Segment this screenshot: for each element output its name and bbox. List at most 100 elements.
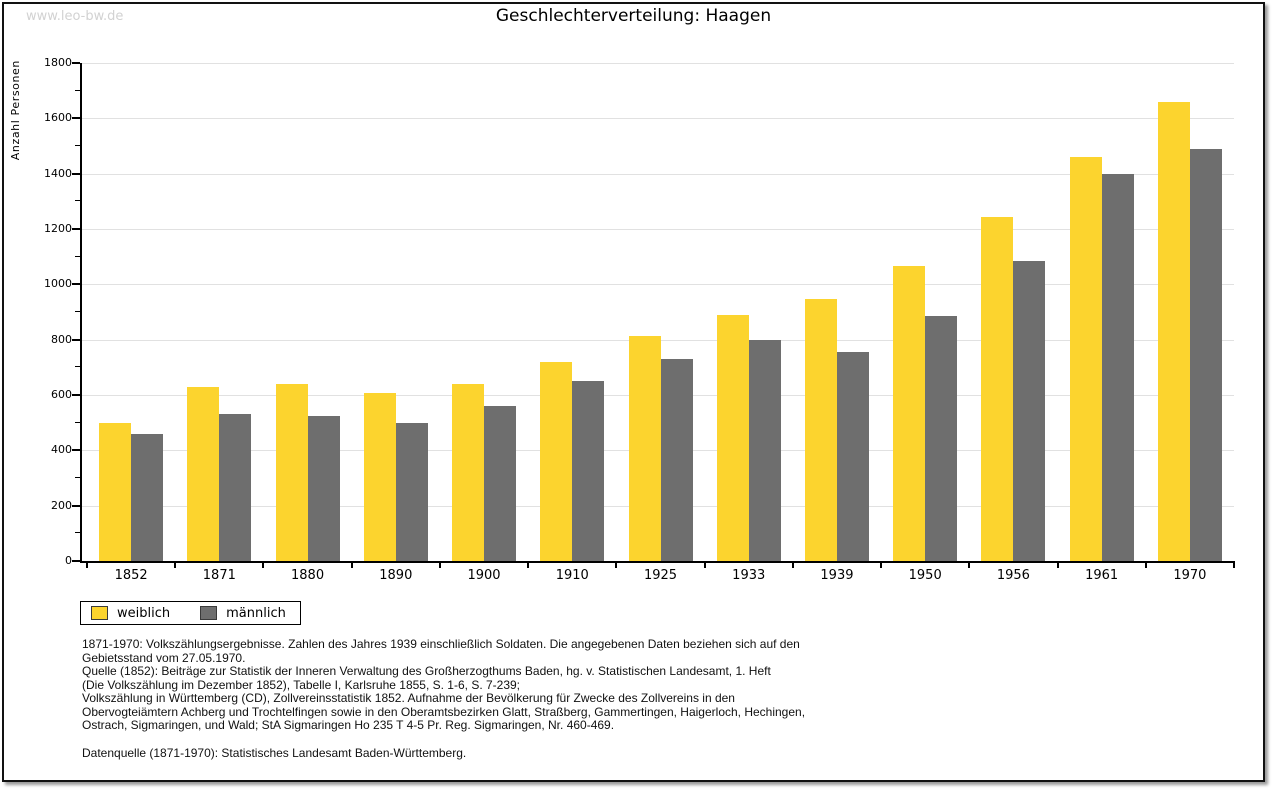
gridline-1000	[82, 284, 1234, 286]
y-tick-label-1800: 1800	[44, 56, 72, 69]
weiblich-swatch	[91, 606, 108, 620]
bar-männlich-1880	[307, 415, 340, 561]
chart-page: www.leo-bw.de Geschlechterverteilung: Ha…	[2, 2, 1265, 782]
x-tick-2	[262, 561, 265, 568]
bar-weiblich-1871	[187, 386, 220, 561]
bar-weiblich-1956	[981, 216, 1014, 561]
legend-label-weiblich: weiblich	[117, 605, 171, 621]
x-tick-5	[527, 561, 530, 568]
x-tick-0	[86, 561, 88, 568]
bar-männlich-1950	[925, 316, 958, 561]
bar-männlich-1925	[660, 359, 693, 561]
watermark: www.leo-bw.de	[26, 9, 124, 24]
y-tick-1000	[72, 283, 80, 286]
x-tick-label-1880: 1880	[291, 568, 325, 583]
x-tick-3	[350, 561, 353, 568]
x-tick-label-1933: 1933	[732, 568, 766, 583]
plot-area: 0 200 400 600 800 1000 1200 1400 1600 1800 1852 187…	[44, 56, 1235, 583]
bar-männlich-1871	[219, 414, 252, 561]
y-tick-label-1200: 1200	[44, 222, 72, 235]
y-tick-800	[72, 338, 80, 341]
footnote-line: Volkszählung in Württemberg (CD), Zollve…	[82, 691, 735, 705]
footnote-line: 1871-1970: Volkszählungsergebnisse. Zahl…	[82, 637, 800, 651]
y-minor-tick-500	[75, 421, 80, 423]
x-tick-12	[1144, 561, 1147, 568]
bar-weiblich-1970	[1157, 101, 1190, 561]
y-tick-600	[72, 394, 80, 396]
y-tick-label-200: 200	[51, 498, 72, 512]
bar-männlich-1852	[131, 433, 164, 561]
x-tick-label-1961: 1961	[1085, 568, 1119, 583]
bar-weiblich-1880	[275, 383, 308, 561]
bar-männlich-1939	[836, 352, 869, 561]
x-tick-label-1939: 1939	[820, 568, 854, 583]
x-tick-7	[703, 561, 706, 568]
bar-weiblich-1925	[628, 336, 661, 561]
gridline-1800	[82, 63, 1234, 64]
x-tick-label-1871: 1871	[202, 568, 236, 583]
bar-männlich-1961	[1101, 173, 1134, 561]
y-tick-label-1000: 1000	[44, 277, 72, 291]
bar-männlich-1933	[748, 339, 781, 561]
y-minor-tick-1500	[75, 145, 80, 146]
y-tick-1600	[72, 117, 80, 120]
datasource-line: Datenquelle (1871-1970): Statistisches L…	[82, 745, 467, 760]
bar-männlich-1970	[1189, 148, 1222, 561]
legend-item-weiblich: weiblich	[91, 606, 170, 620]
x-tick-1	[174, 561, 177, 568]
legend-item-maennlich: männlich	[200, 606, 286, 620]
y-tick-200	[72, 504, 80, 507]
y-tick-1200	[72, 228, 80, 230]
bar-weiblich-1933	[716, 314, 749, 561]
footnote-line: Quelle (1852): Beiträge zur Statistik de…	[82, 664, 771, 678]
y-tick-400	[72, 449, 80, 452]
bar-männlich-1910	[572, 381, 605, 561]
y-tick-label-800: 800	[51, 332, 72, 346]
y-minor-tick-700	[75, 366, 80, 368]
bar-weiblich-1852	[99, 422, 132, 561]
y-tick-label-600: 600	[51, 388, 72, 401]
y-tick-0	[72, 560, 80, 562]
x-tick-9	[880, 561, 883, 568]
bar-weiblich-1939	[804, 298, 837, 561]
bar-männlich-1890	[395, 422, 428, 561]
x-tick-11	[1056, 561, 1059, 568]
x-tick-label-1956: 1956	[996, 568, 1030, 583]
x-tick-label-1890: 1890	[379, 568, 413, 583]
bar-männlich-1956	[1013, 260, 1046, 561]
y-minor-tick-1700	[75, 89, 80, 91]
y-tick-label-1400: 1400	[44, 166, 72, 180]
y-tick-label-0: 0	[65, 554, 72, 567]
footnotes: 1871-1970: Volkszählungsergebnisse. Zahl…	[82, 637, 806, 760]
x-tick-label-1970: 1970	[1173, 568, 1207, 583]
y-tick-1400	[72, 172, 80, 175]
x-tick-label-1950: 1950	[908, 568, 942, 583]
bar-weiblich-1961	[1069, 157, 1102, 561]
y-minor-tick-1100	[75, 255, 80, 257]
x-tick-label-1910: 1910	[555, 568, 589, 583]
chart-title: Geschlechterverteilung: Haagen	[495, 6, 772, 26]
x-tick-10	[968, 561, 971, 568]
x-tick-label-1852: 1852	[114, 568, 148, 583]
y-minor-tick-100	[75, 532, 80, 534]
x-tick-4	[438, 561, 441, 568]
x-tick-8	[791, 561, 794, 568]
bar-weiblich-1910	[540, 361, 573, 561]
x-tick-6	[615, 561, 618, 568]
y-tick-label-1600: 1600	[44, 111, 72, 125]
bar-weiblich-1890	[363, 392, 396, 561]
footnote-line: Obervogteiämtern Achberg und Trochtelfin…	[82, 704, 806, 719]
y-minor-tick-300	[75, 477, 80, 478]
maennlich-swatch	[200, 606, 218, 620]
footnote-line: Gebietsstand vom 27.05.1970.	[82, 650, 246, 665]
legend-label-maennlich: männlich	[226, 605, 286, 621]
footnote-line: Ostrach, Sigmaringen, und Wald; StA Sigm…	[82, 718, 615, 732]
gridline-1600	[82, 118, 1234, 120]
y-minor-tick-900	[75, 311, 80, 312]
x-tick-13	[1233, 561, 1235, 568]
gridline-1200	[82, 229, 1234, 230]
bar-weiblich-1950	[893, 266, 926, 561]
footnote-line: (Die Volkszählung im Dezember 1852), Tab…	[82, 677, 521, 692]
bar-männlich-1900	[484, 406, 517, 561]
x-tick-label-1900: 1900	[467, 568, 501, 583]
